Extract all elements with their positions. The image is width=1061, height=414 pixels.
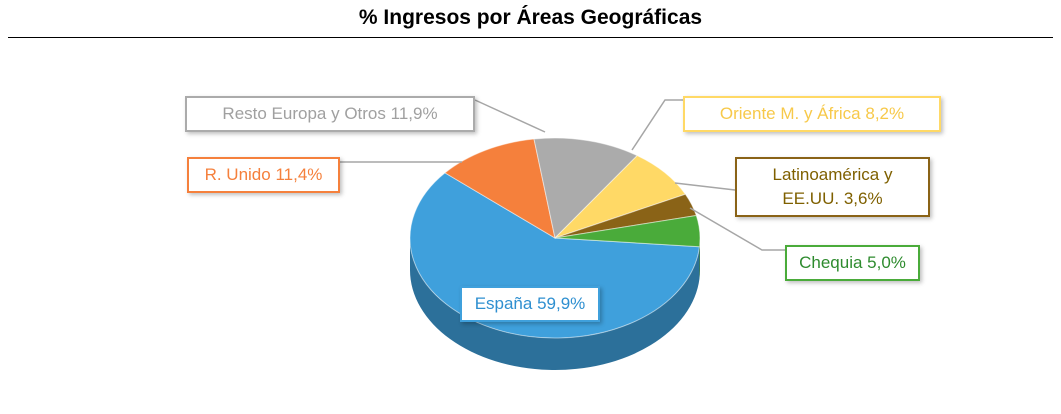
label-value: 11,9% <box>390 104 438 123</box>
chart-title: % Ingresos por Áreas Geográficas <box>358 6 703 29</box>
label-value: 11,4% <box>275 165 323 184</box>
data-label: Latinoamérica y EE.UU. 3,6% <box>735 157 930 217</box>
slice <box>533 137 639 240</box>
title-rule <box>8 37 1053 38</box>
label-category: Chequia <box>799 253 863 272</box>
label-category: Resto Europa y Otros <box>222 104 386 123</box>
leader-line <box>474 99 546 133</box>
data-label: R. Unido 11,4% <box>187 157 340 193</box>
leader-line <box>631 99 683 151</box>
label-category: España <box>474 294 533 313</box>
slice-side <box>410 238 700 371</box>
slice <box>444 138 556 240</box>
label-value: 59,9% <box>537 294 586 313</box>
data-label: España 59,9% <box>460 286 600 322</box>
slice <box>554 214 701 248</box>
data-label: Chequia 5,0% <box>785 245 920 281</box>
data-label: Resto Europa y Otros 11,9% <box>185 96 475 132</box>
label-value: 8,2% <box>865 104 905 123</box>
leader-line <box>674 182 736 191</box>
label-value: 5,0% <box>867 253 906 272</box>
label-value: 3,6% <box>843 189 883 208</box>
label-category: R. Unido <box>204 165 271 184</box>
label-category: Oriente M. y África <box>719 104 861 123</box>
data-label: Oriente M. y África 8,2% <box>683 96 941 132</box>
label-category: Latinoamérica y EE.UU. <box>772 165 893 208</box>
leader-line <box>689 207 785 251</box>
